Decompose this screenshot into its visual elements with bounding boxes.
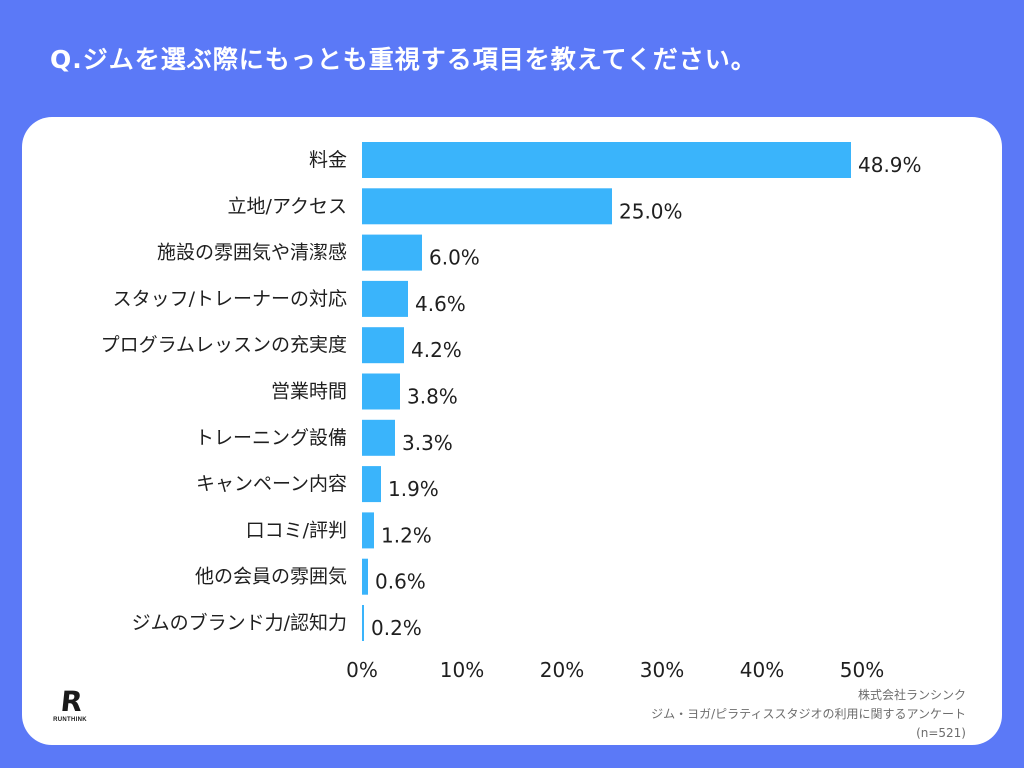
category-label: 料金 [309, 149, 347, 171]
x-tick-label: 40% [740, 658, 784, 682]
data-label: 4.2% [411, 338, 462, 362]
page-title: Q.ジムを選ぶ際にもっとも重視する項目を教えてください。 [50, 45, 757, 74]
bar [362, 558, 368, 595]
category-label: ジムのブランド力/認知力 [132, 611, 347, 634]
category-label: 口コミ/評判 [246, 519, 347, 541]
x-tick-label: 20% [540, 658, 584, 682]
x-tick-label: 0% [346, 658, 378, 682]
data-label: 1.9% [388, 477, 439, 501]
bar [362, 419, 395, 456]
bar [362, 280, 408, 317]
bar [362, 512, 374, 549]
data-label: 25.0% [619, 199, 683, 223]
data-label: 3.8% [407, 385, 458, 409]
runthink-logo-icon: R [59, 685, 82, 718]
data-label: 3.3% [402, 431, 453, 455]
data-label: 6.0% [429, 246, 480, 270]
source-note: 株式会社ランシンク ジム・ヨガ/ピラティススタジオの利用に関するアンケート (n… [651, 686, 966, 743]
bar [362, 142, 851, 178]
runthink-logo: R RUNTHINK [50, 685, 90, 723]
logo-text: RUNTHINK [53, 717, 87, 723]
bar [362, 327, 404, 364]
bar [362, 373, 400, 410]
bar-chart: 料金 48.9% 立地/アクセス 25.0% 施設の雰囲気や清潔感 6.0% スタッフ/トレ… [101, 142, 922, 682]
category-label: 営業時間 [271, 381, 347, 403]
chart-card: 料金 48.9% 立地/アクセス 25.0% 施設の雰囲気や清潔感 6.0% スタッフ/トレ… [22, 117, 1002, 745]
x-tick-label: 30% [640, 658, 684, 682]
bar [362, 234, 422, 271]
x-tick-label: 10% [440, 658, 484, 682]
category-label: プログラムレッスンの充実度 [101, 334, 347, 356]
data-label: 48.9% [858, 153, 922, 177]
source-survey: ジム・ヨガ/ピラティススタジオの利用に関するアンケート [651, 707, 966, 721]
category-label: 他の会員の雰囲気 [195, 566, 347, 588]
category-label: 施設の雰囲気や清潔感 [157, 242, 347, 264]
data-label: 0.2% [371, 616, 422, 640]
category-label: キャンペーン内容 [196, 473, 347, 495]
source-company: 株式会社ランシンク [857, 688, 966, 702]
data-label: 4.6% [415, 292, 466, 316]
category-label: トレーニング設備 [195, 427, 347, 449]
data-label: 0.6% [375, 570, 426, 594]
bar [362, 188, 612, 225]
source-sample-size: (n=521) [916, 726, 966, 740]
bar [362, 605, 364, 641]
x-tick-label: 50% [840, 658, 884, 682]
data-label: 1.2% [381, 523, 432, 547]
category-label: 立地/アクセス [228, 195, 347, 217]
bar [362, 466, 381, 503]
category-label: スタッフ/トレーナーの対応 [113, 288, 347, 310]
